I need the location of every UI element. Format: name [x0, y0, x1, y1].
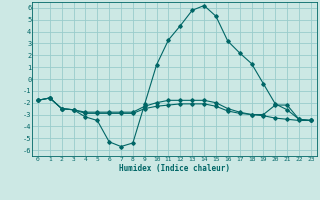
X-axis label: Humidex (Indice chaleur): Humidex (Indice chaleur) — [119, 164, 230, 173]
